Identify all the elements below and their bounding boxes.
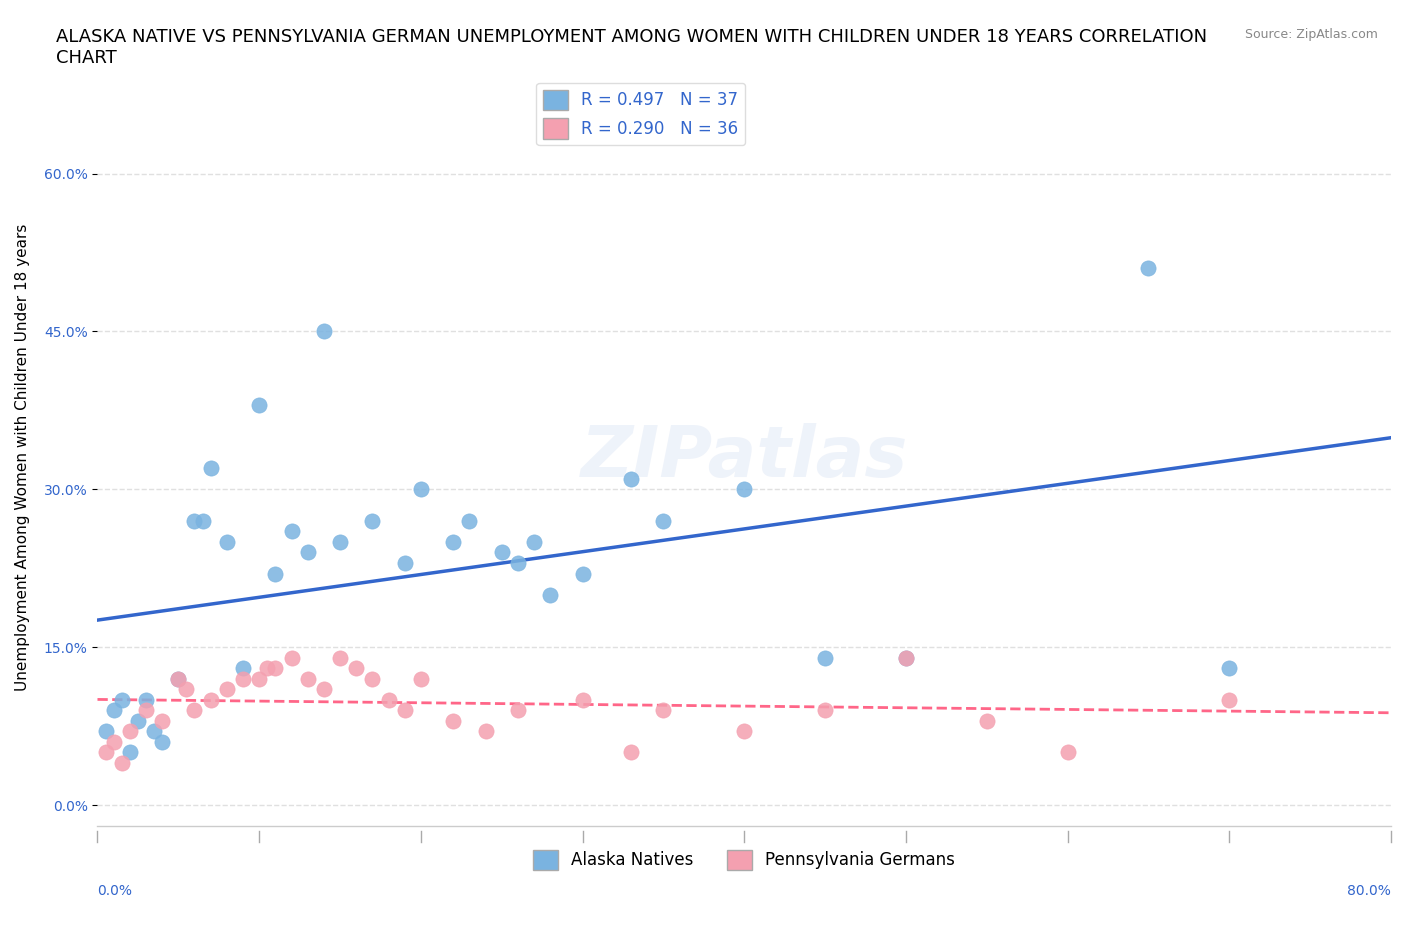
Point	[297, 545, 319, 560]
Point	[150, 735, 173, 750]
Point	[200, 693, 222, 708]
Point	[652, 513, 675, 528]
Point	[111, 693, 134, 708]
Point	[312, 324, 335, 339]
Point	[361, 671, 384, 686]
Point	[215, 535, 238, 550]
Point	[538, 587, 561, 602]
Text: 80.0%: 80.0%	[1347, 884, 1391, 898]
Point	[523, 535, 546, 550]
Point	[329, 650, 352, 665]
Point	[232, 671, 254, 686]
Point	[176, 682, 198, 697]
Point	[247, 398, 270, 413]
Point	[167, 671, 190, 686]
Point	[280, 524, 302, 538]
Point	[1137, 261, 1160, 276]
Point	[183, 703, 205, 718]
Point	[232, 661, 254, 676]
Point	[256, 661, 278, 676]
Point	[394, 703, 416, 718]
Point	[1218, 661, 1240, 676]
Text: 0.0%: 0.0%	[97, 884, 132, 898]
Point	[264, 566, 287, 581]
Point	[103, 703, 125, 718]
Point	[135, 703, 157, 718]
Point	[118, 724, 141, 738]
Point	[200, 461, 222, 476]
Point	[506, 555, 529, 570]
Point	[118, 745, 141, 760]
Point	[111, 755, 134, 770]
Point	[652, 703, 675, 718]
Text: ALASKA NATIVE VS PENNSYLVANIA GERMAN UNEMPLOYMENT AMONG WOMEN WITH CHILDREN UNDE: ALASKA NATIVE VS PENNSYLVANIA GERMAN UNE…	[56, 28, 1208, 67]
Point	[441, 535, 464, 550]
Point	[733, 482, 755, 497]
Point	[143, 724, 166, 738]
Point	[394, 555, 416, 570]
Point	[976, 713, 998, 728]
Point	[506, 703, 529, 718]
Point	[894, 650, 917, 665]
Y-axis label: Unemployment Among Women with Children Under 18 years: Unemployment Among Women with Children U…	[15, 224, 30, 692]
Point	[571, 566, 593, 581]
Point	[441, 713, 464, 728]
Point	[297, 671, 319, 686]
Point	[167, 671, 190, 686]
Point	[409, 482, 432, 497]
Point	[135, 693, 157, 708]
Point	[733, 724, 755, 738]
Point	[620, 745, 643, 760]
Point	[329, 535, 352, 550]
Text: Source: ZipAtlas.com: Source: ZipAtlas.com	[1244, 28, 1378, 41]
Point	[344, 661, 367, 676]
Point	[474, 724, 496, 738]
Legend: Alaska Natives, Pennsylvania Germans: Alaska Natives, Pennsylvania Germans	[526, 844, 962, 877]
Point	[183, 513, 205, 528]
Point	[264, 661, 287, 676]
Point	[312, 682, 335, 697]
Point	[361, 513, 384, 528]
Point	[571, 693, 593, 708]
Point	[215, 682, 238, 697]
Point	[280, 650, 302, 665]
Point	[409, 671, 432, 686]
Text: ZIPatlas: ZIPatlas	[581, 423, 908, 492]
Point	[458, 513, 481, 528]
Point	[94, 745, 117, 760]
Point	[103, 735, 125, 750]
Point	[247, 671, 270, 686]
Point	[1056, 745, 1078, 760]
Point	[814, 650, 837, 665]
Point	[894, 650, 917, 665]
Point	[127, 713, 149, 728]
Point	[1218, 693, 1240, 708]
Point	[94, 724, 117, 738]
Point	[377, 693, 399, 708]
Point	[620, 472, 643, 486]
Point	[814, 703, 837, 718]
Point	[191, 513, 214, 528]
Point	[150, 713, 173, 728]
Point	[491, 545, 513, 560]
